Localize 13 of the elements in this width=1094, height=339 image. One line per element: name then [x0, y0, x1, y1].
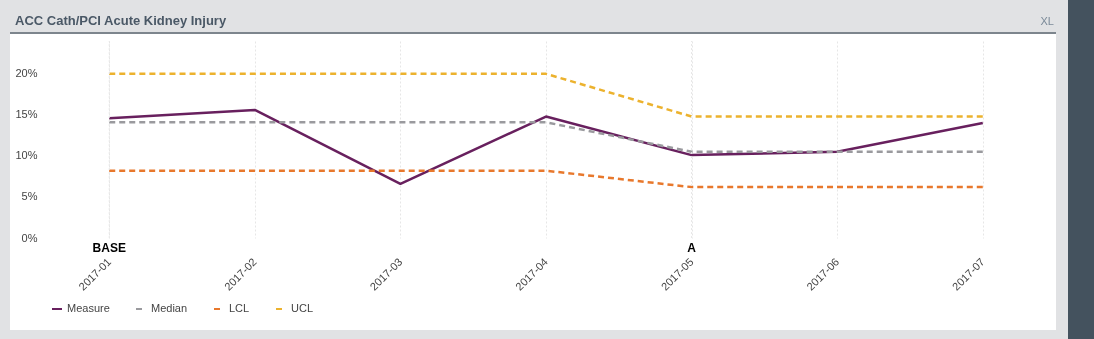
- legend-label: UCL: [291, 302, 314, 314]
- legend-label: Median: [151, 302, 188, 314]
- ref-line-label: BASE: [92, 241, 126, 255]
- legend-label: Measure: [67, 302, 110, 314]
- text: XL: [1040, 15, 1054, 27]
- y-tick-label: 5%: [21, 190, 38, 203]
- y-tick-label: 20%: [15, 67, 38, 80]
- y-tick-label: 10%: [15, 149, 38, 162]
- chart-title: ACC Cath/PCI Acute Kidney Injury: [15, 13, 227, 28]
- legend-label: LCL: [229, 302, 250, 314]
- y-tick-label: 0%: [21, 231, 38, 244]
- y-tick-label: 15%: [15, 108, 38, 121]
- ref-line-label: A: [687, 241, 697, 255]
